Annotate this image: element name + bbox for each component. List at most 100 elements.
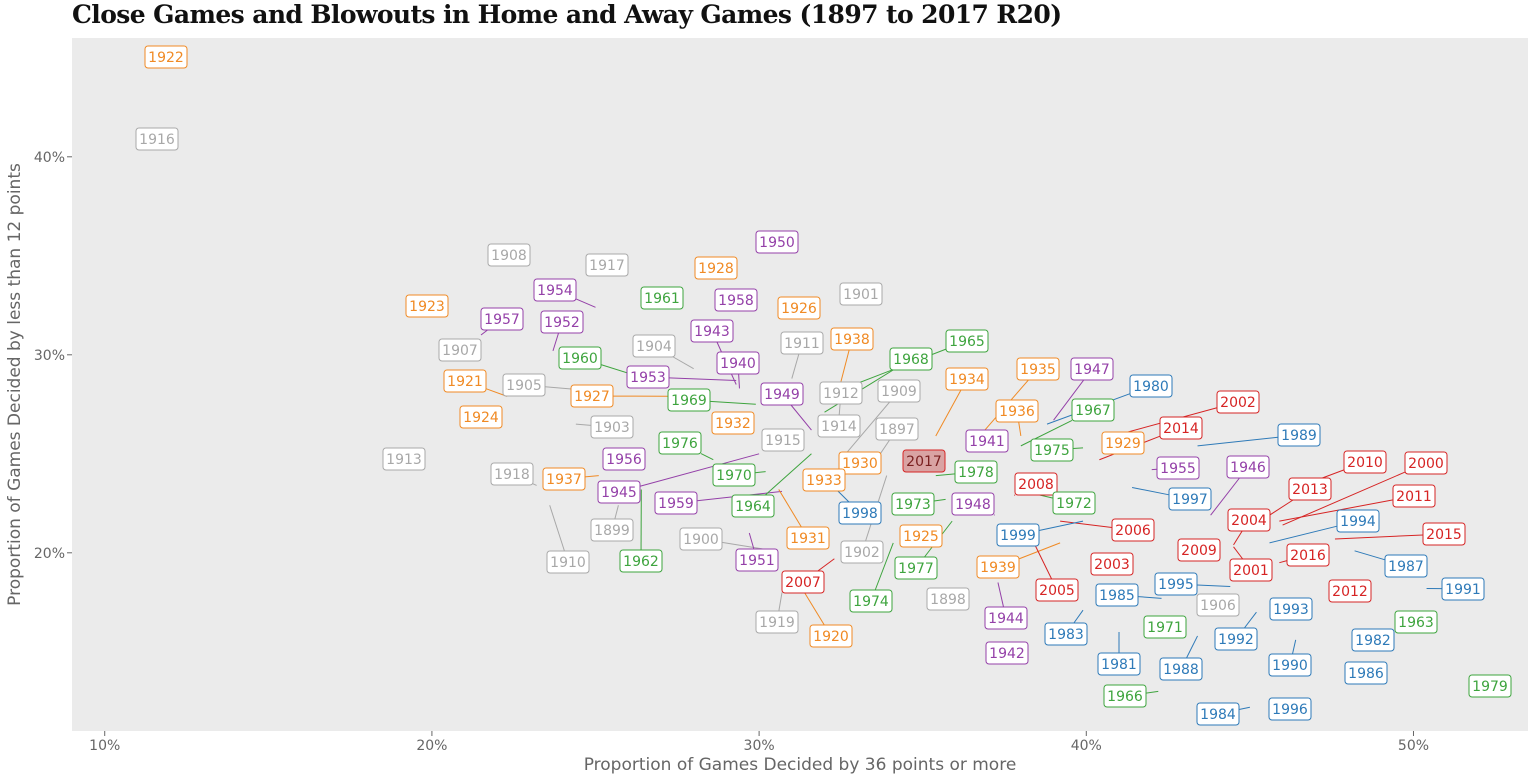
point-label-1978: 1978: [954, 460, 998, 484]
label-box: [1384, 554, 1428, 578]
point-label-1966: 1966: [1103, 684, 1147, 708]
label-box: [731, 494, 775, 518]
point-label-1908: 1908: [487, 243, 531, 267]
point-label-1979: 1979: [1468, 674, 1512, 698]
point-label-1967: 1967: [1071, 398, 1115, 422]
x-tick-label: 20%: [416, 738, 447, 754]
point-label-1924: 1924: [459, 405, 503, 429]
point-label-1930: 1930: [838, 451, 882, 475]
point-label-1938: 1938: [830, 327, 874, 351]
connector-line: [764, 453, 812, 496]
label-text: 1937: [546, 472, 582, 488]
label-box: [1143, 615, 1187, 639]
label-text: 1938: [834, 332, 870, 348]
point-label-2007: 2007: [781, 570, 825, 594]
label-text: 1946: [1230, 460, 1266, 476]
connector-line: [791, 353, 800, 379]
point-label-1976: 1976: [658, 431, 702, 455]
label-box: [786, 526, 830, 550]
label-box: [1154, 572, 1198, 596]
point-label-1939: 1939: [976, 555, 1020, 579]
label-box: [1156, 456, 1200, 480]
point-label-2017: 2017: [902, 449, 946, 473]
label-text: 1914: [821, 419, 857, 435]
connector-line: [1018, 421, 1022, 437]
point-label-1911: 1911: [780, 331, 824, 355]
label-text: 1975: [1034, 443, 1070, 459]
label-text: 2003: [1094, 557, 1130, 573]
connector-line: [1279, 499, 1394, 522]
point-label-1936: 1936: [995, 399, 1039, 423]
label-text: 1901: [843, 287, 879, 303]
label-box: [995, 399, 1039, 423]
label-text: 1904: [636, 339, 672, 355]
point-label-1991: 1991: [1441, 577, 1485, 601]
label-text: 2005: [1039, 583, 1075, 599]
label-box: [1159, 416, 1203, 440]
label-box: [667, 388, 711, 412]
connector-line: [1196, 584, 1231, 587]
label-text: 1918: [494, 467, 530, 483]
connector-line: [778, 489, 802, 528]
label-box: [760, 382, 804, 406]
connector-line: [1279, 560, 1288, 564]
label-text: 1982: [1355, 633, 1391, 649]
label-box: [590, 518, 634, 542]
label-box: [1168, 487, 1212, 511]
label-box: [1394, 610, 1438, 634]
label-text: 1998: [842, 506, 878, 522]
connector-line: [480, 329, 488, 336]
point-label-1927: 1927: [570, 384, 614, 408]
label-text: 1917: [589, 258, 625, 274]
point-label-1906: 1906: [1196, 593, 1240, 617]
label-box: [654, 491, 698, 515]
label-text: 1933: [806, 473, 842, 489]
label-text: 1905: [506, 378, 542, 394]
point-label-1974: 1974: [849, 589, 893, 613]
label-text: 1925: [903, 529, 939, 545]
label-text: 2012: [1332, 584, 1368, 600]
label-text: 1995: [1158, 577, 1194, 593]
label-text: 1952: [544, 315, 580, 331]
label-box: [735, 548, 779, 572]
point-label-1957: 1957: [480, 307, 524, 331]
connector-line: [935, 389, 962, 437]
point-label-2008: 2008: [1014, 472, 1058, 496]
label-text: 1958: [718, 293, 754, 309]
point-label-1907: 1907: [438, 338, 482, 362]
label-box: [487, 243, 531, 267]
point-label-1985: 1985: [1095, 583, 1139, 607]
label-text: 2002: [1220, 395, 1256, 411]
point-label-1963: 1963: [1394, 610, 1438, 634]
point-label-2001: 2001: [1229, 558, 1273, 582]
label-box: [780, 331, 824, 355]
label-box: [755, 230, 799, 254]
label-text: 1916: [139, 132, 175, 148]
label-text: 2013: [1292, 482, 1328, 498]
label-text: 1951: [739, 553, 775, 569]
point-label-1954: 1954: [533, 278, 577, 302]
x-tick-label: 10%: [89, 738, 120, 754]
x-tick-label: 30%: [744, 738, 775, 754]
connector-line: [1334, 534, 1424, 540]
label-text: 1927: [574, 389, 610, 405]
connector-line: [639, 453, 760, 487]
point-label-1956: 1956: [602, 447, 646, 471]
point-label-2009: 2009: [1177, 538, 1221, 562]
label-box: [802, 468, 846, 492]
point-label-1918: 1918: [490, 462, 534, 486]
label-box: [1392, 484, 1436, 508]
label-text: 1935: [1020, 362, 1056, 378]
label-box: [714, 288, 758, 312]
point-label-2015: 2015: [1422, 522, 1466, 546]
label-box: [817, 414, 861, 438]
label-text: 1902: [844, 545, 880, 561]
label-text: 1973: [895, 497, 931, 513]
label-text: 1910: [550, 555, 586, 571]
label-box: [1422, 522, 1466, 546]
label-text: 1931: [790, 531, 826, 547]
point-label-1952: 1952: [540, 310, 584, 334]
connector-line: [1020, 419, 1073, 447]
label-box: [945, 367, 989, 391]
point-label-1923: 1923: [405, 294, 449, 318]
